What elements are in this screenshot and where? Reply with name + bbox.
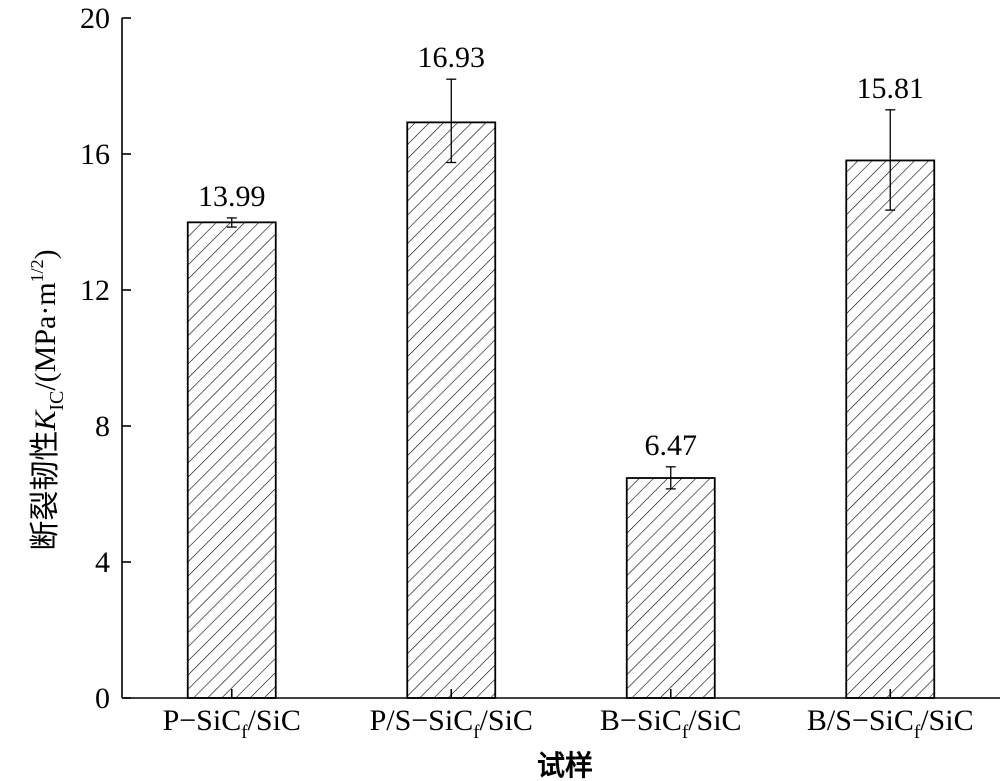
- x-tick-label: B/S−SiCf/SiC: [807, 704, 974, 743]
- x-axis: P−SiCf/SiC P/S−SiCf/SiC B−SiCf/SiC B/S−SiCf…: [122, 689, 1000, 743]
- y-tick-label: 20: [80, 2, 110, 35]
- value-label: 6.47: [645, 429, 698, 462]
- x-axis-label: 试样: [537, 749, 593, 781]
- bar: [845, 159, 936, 699]
- y-tick-label: 4: [95, 546, 110, 579]
- y-tick-label: 0: [95, 682, 110, 715]
- y-tick-label: 16: [80, 138, 110, 171]
- bar: [186, 221, 277, 699]
- x-tick-label: B−SiCf/SiC: [600, 704, 742, 743]
- data-labels: 13.99 16.93 6.47 15.81: [198, 41, 924, 462]
- y-axis: 0 4 8 12 16 20: [80, 2, 131, 715]
- x-tick-label: P/S−SiCf/SiC: [370, 704, 533, 743]
- x-tick-label: P−SiCf/SiC: [163, 704, 301, 743]
- bars: [186, 78, 936, 699]
- y-axis-label: 断裂韧性KIC/(MPa·m1/2): [27, 249, 68, 550]
- bar: [625, 477, 716, 699]
- value-label: 13.99: [198, 180, 266, 213]
- value-label: 16.93: [418, 41, 486, 74]
- y-tick-label: 8: [95, 410, 110, 443]
- value-label: 15.81: [857, 72, 925, 105]
- y-tick-label: 12: [80, 274, 110, 307]
- bar: [406, 121, 497, 699]
